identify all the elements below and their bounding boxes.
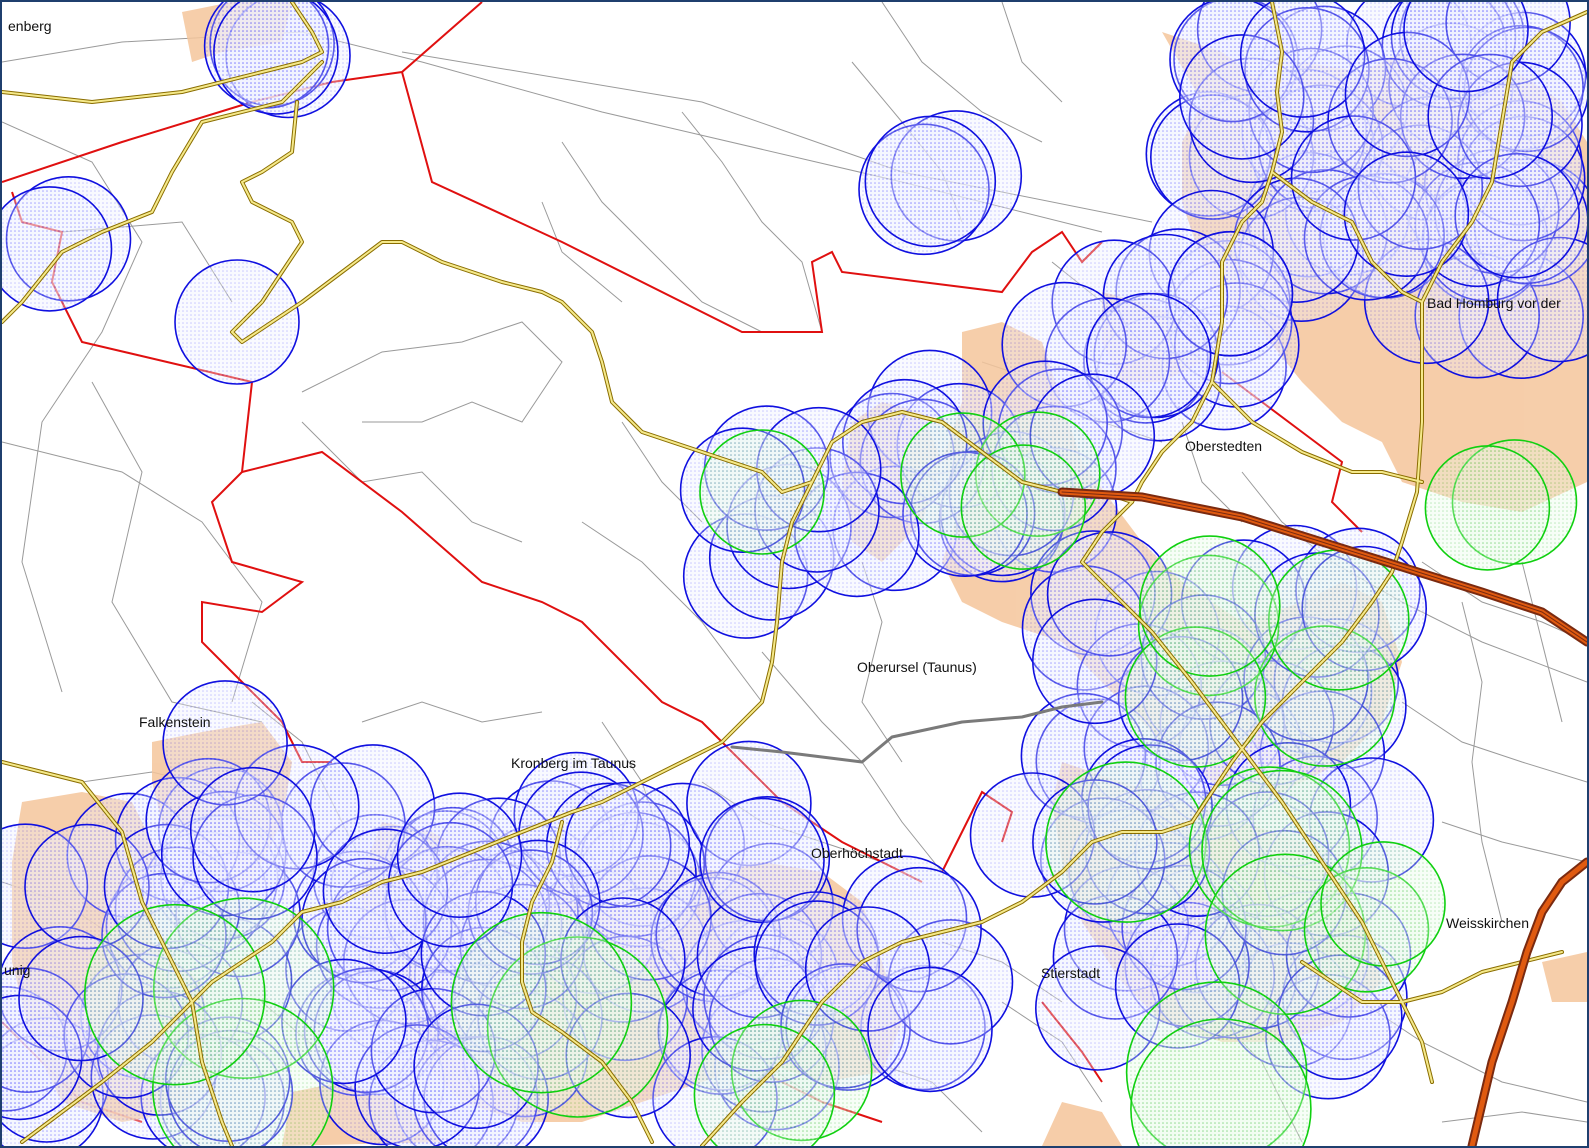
green-coverage-circle (84, 903, 266, 1086)
blue-coverage-circle (864, 115, 997, 248)
coverage-circles-green (84, 411, 1578, 1146)
blue-coverage-circle (213, 2, 339, 115)
place-label-konigstein-edge: unig (4, 962, 31, 978)
place-label-bad-homburg: Bad Homburg vor der (1427, 295, 1561, 311)
place-label-enberg: enberg (8, 18, 52, 34)
green-coverage-circle (1424, 445, 1551, 571)
green-coverage-circle (450, 911, 633, 1094)
green-coverage-circle (1045, 761, 1207, 923)
place-label-kronberg: Kronberg im Taunus (511, 755, 637, 771)
place-label-weisskirchen: Weisskirchen (1446, 915, 1529, 931)
place-label-falkenstein: Falkenstein (139, 714, 211, 730)
place-label-stierstadt: Stierstadt (1041, 965, 1101, 981)
blue-coverage-circle (867, 966, 993, 1093)
motorway (1057, 487, 1587, 1146)
place-label-oberhoechstadt: Oberhöchstadt (811, 845, 903, 861)
blue-coverage-circle (174, 259, 300, 385)
green-coverage-circle (1139, 535, 1281, 677)
place-label-oberursel: Oberursel (Taunus) (857, 659, 977, 675)
blue-coverage-circle (1343, 151, 1470, 277)
blue-coverage-circle (189, 766, 316, 893)
green-coverage-circle (1130, 1018, 1312, 1146)
green-coverage-circle (1268, 549, 1410, 691)
blue-coverage-circle (1403, 2, 1529, 93)
green-coverage-circle (960, 444, 1087, 570)
green-coverage-circle (1320, 841, 1446, 967)
blue-coverage-circle (2, 186, 113, 312)
place-label-oberstedten: Oberstedten (1185, 438, 1263, 454)
